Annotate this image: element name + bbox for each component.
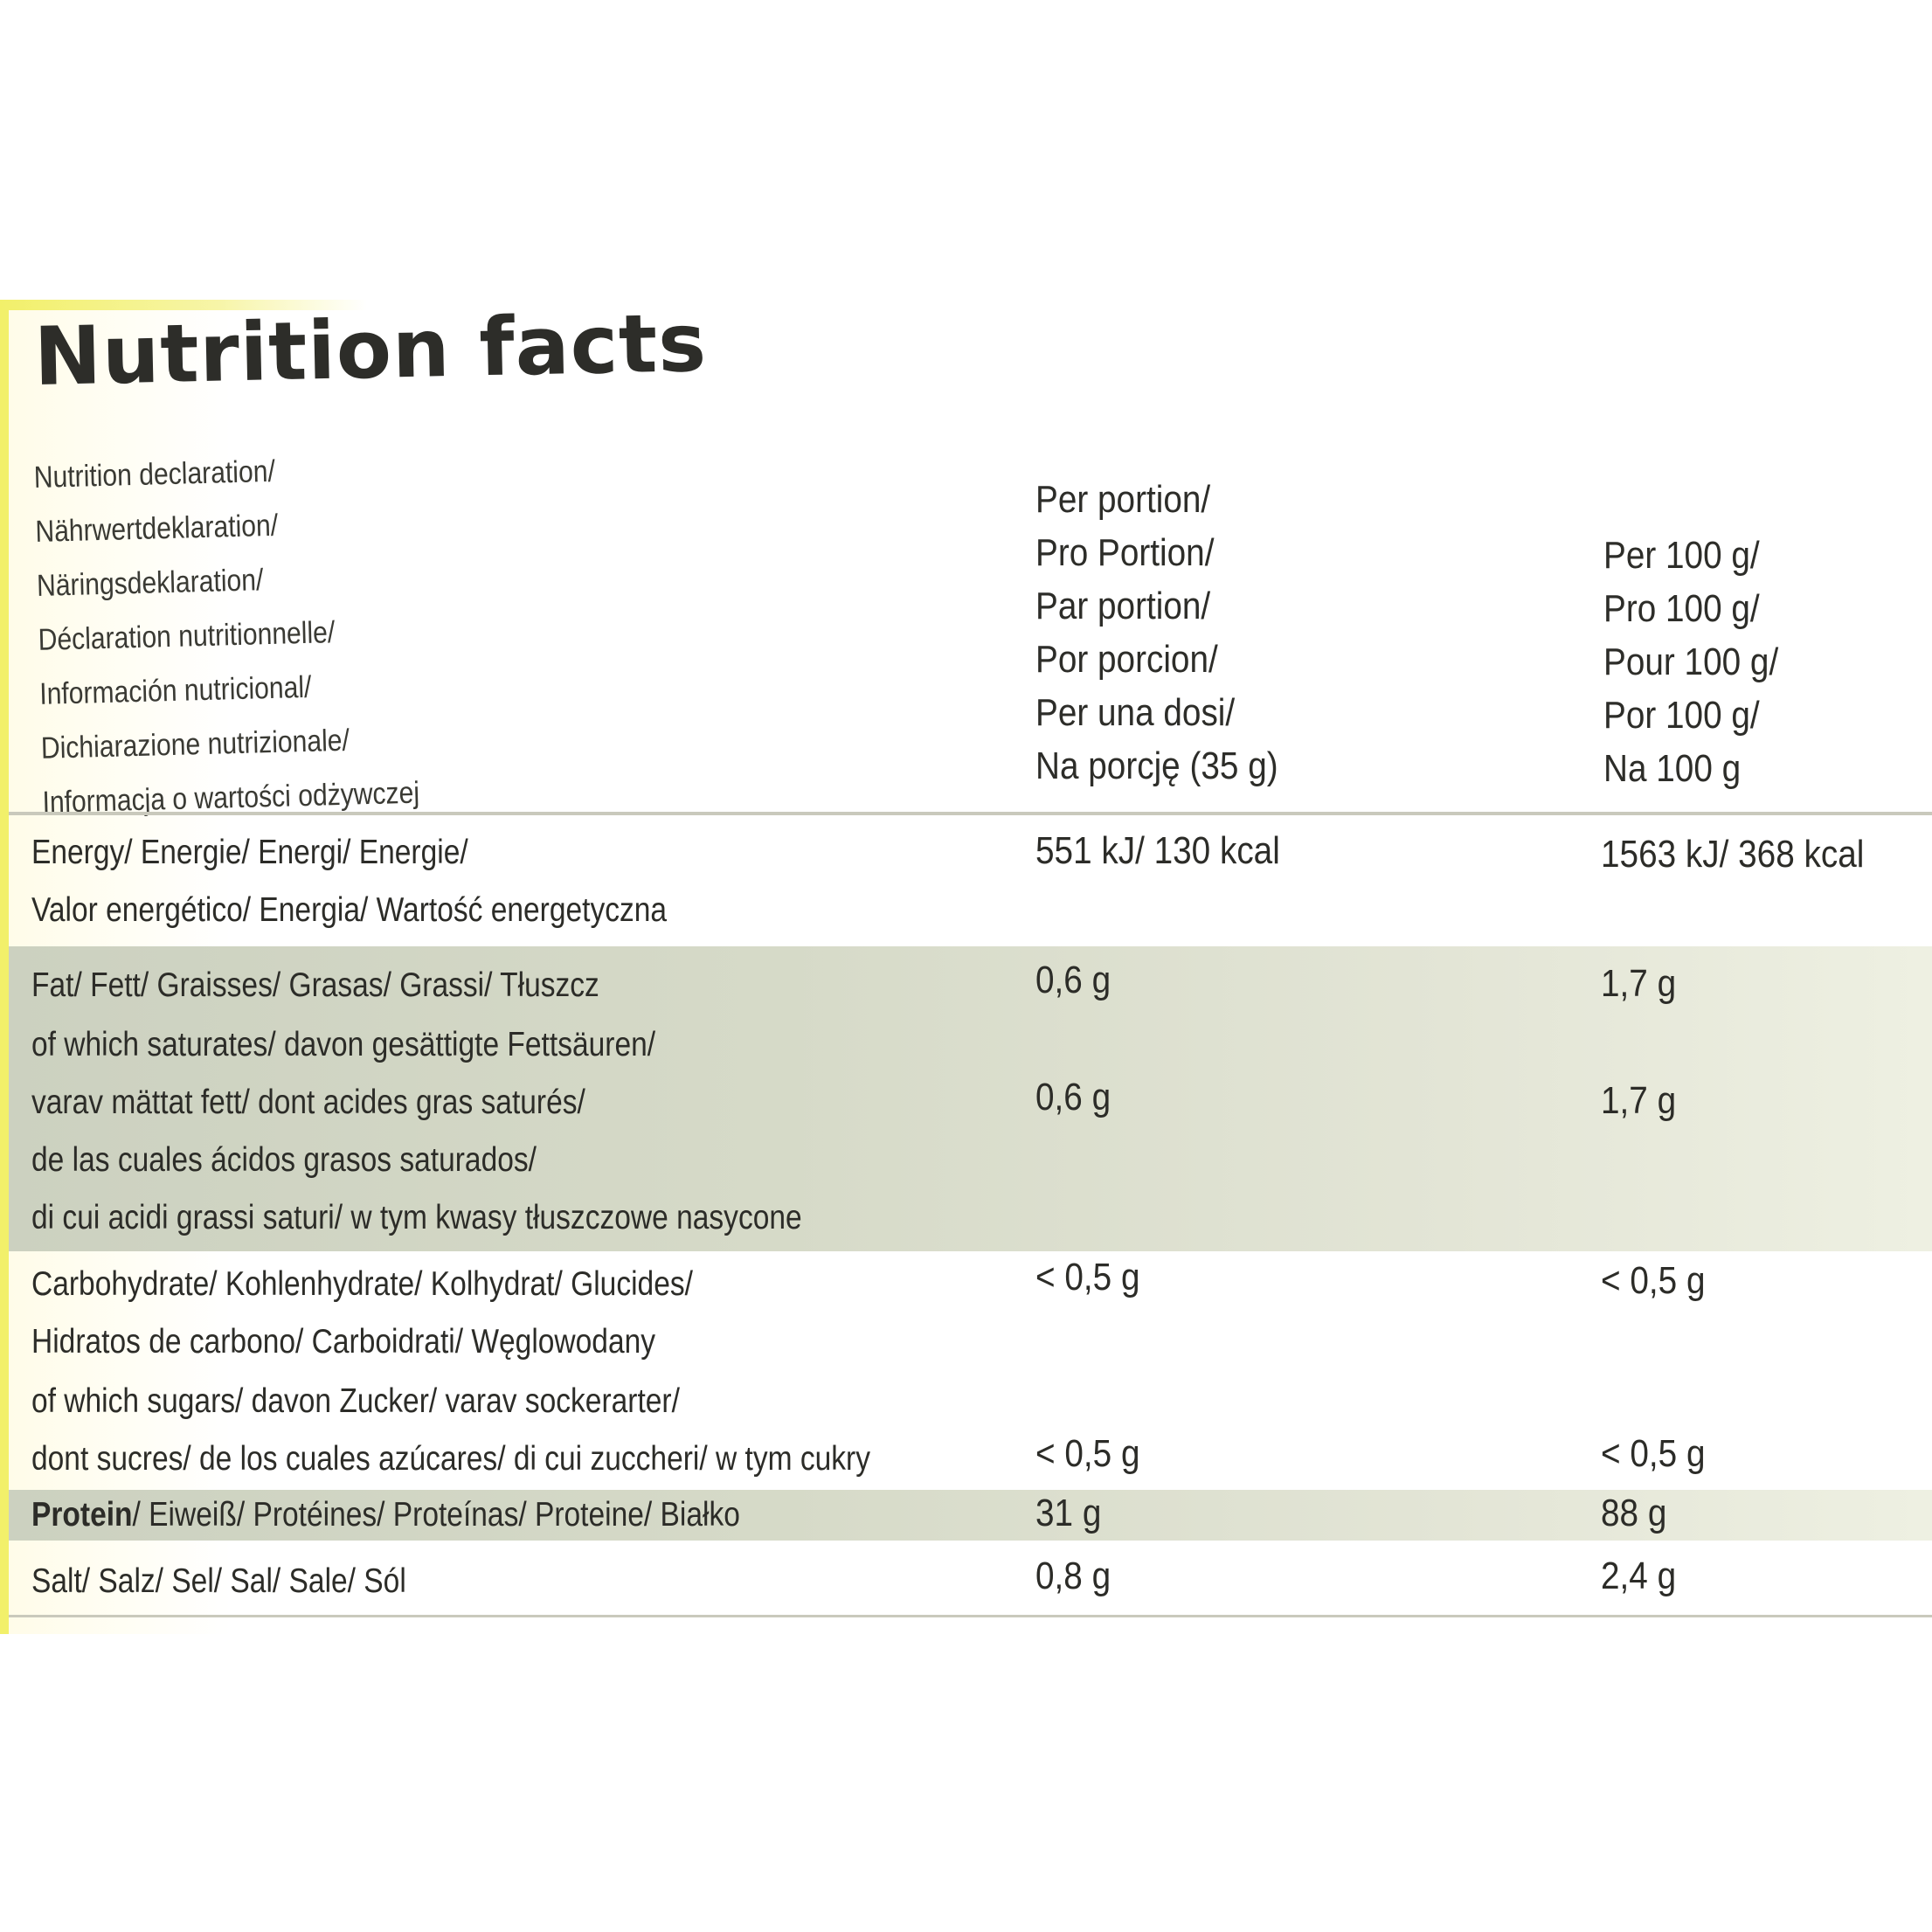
row-label-line: Valor energético/ Energia/ Wartość energ… [31,891,668,929]
row-label: Protein/ Eiweiß/ Protéines/ Proteínas/ P… [31,1486,740,1544]
nutrition-label: Nutrition facts Nutrition declaration/ N… [0,300,1932,1634]
carbohydrate-per-100g: < 0,5 g [1601,1259,1706,1302]
per-100g-line: Pro 100 g/ [1603,587,1760,630]
row-label: of which sugars/ davon Zucker/ varav soc… [31,1373,870,1488]
row-label: Fat/ Fett/ Graisses/ Grasas/ Grassi/ Tłu… [31,966,599,1004]
per-portion-line: Per portion/ [1035,478,1211,521]
row-label-line: Hidratos de carbono/ Carboidrati/ Węglow… [31,1323,656,1361]
row-label-line: di cui acidi grassi saturi/ w tym kwasy … [31,1199,802,1236]
row-label-line: of which saturates/ davon gesättigte Fet… [31,1026,656,1063]
per-portion-header: Per portion/ Pro Portion/ Par portion/ P… [1035,473,1278,793]
per-100g-line: Na 100 g [1603,747,1742,790]
declaration-line: Información nutricional/ [38,669,312,711]
saturates-per-portion: 0,6 g [1035,1076,1111,1118]
protein-shaded-band [9,1490,1932,1541]
per-portion-line: Por porcion/ [1035,638,1218,681]
per-100g-header: Per 100 g/ Pro 100 g/ Pour 100 g/ Por 10… [1603,529,1778,795]
protein-label-bold: Protein [31,1496,133,1534]
row-label: Carbohydrate/ Kohlenhydrate/ Kolhydrat/ … [31,1256,693,1371]
per-100g-line: Por 100 g/ [1603,694,1760,737]
declaration-line: Dichiarazione nutrizionale/ [40,723,350,765]
row-label: Salt/ Salz/ Sel/ Sal/ Sale/ Sól [31,1562,406,1600]
yellow-edge-stripe [0,300,9,1634]
divider [9,812,1932,815]
row-label-line: of which sugars/ davon Zucker/ varav soc… [31,1382,680,1420]
row-label-line: Carbohydrate/ Kohlenhydrate/ Kolhydrat/ … [31,1265,693,1303]
salt-per-portion: 0,8 g [1035,1555,1111,1597]
protein-per-portion: 31 g [1035,1492,1102,1534]
row-label-line: de las cuales ácidos grasos saturados/ [31,1141,537,1179]
per-100g-line: Per 100 g/ [1603,534,1760,577]
row-label-line: Energy/ Energie/ Energi/ Energie/ [31,834,468,871]
page-title: Nutrition facts [32,300,708,404]
carbohydrate-per-portion: < 0,5 g [1035,1256,1140,1298]
salt-per-100g: 2,4 g [1601,1555,1677,1597]
yellow-top-stripe [0,300,367,310]
per-portion-line: Pro Portion/ [1035,531,1215,574]
energy-per-portion: 551 kJ/ 130 kcal [1035,829,1280,872]
declaration-line: Informacja o wartości odżywczej [42,775,420,820]
sugars-per-100g: < 0,5 g [1601,1432,1706,1475]
per-portion-line: Per una dosi/ [1035,691,1236,734]
declaration-line: Nutrition declaration/ [33,454,276,495]
protein-label-rest: / Eiweiß/ Protéines/ Proteínas/ Proteine… [132,1496,740,1534]
fat-per-portion: 0,6 g [1035,959,1111,1001]
fat-shaded-band [9,946,1932,1251]
energy-per-100g: 1563 kJ/ 368 kcal [1601,833,1865,876]
declaration-line: Näringsdeklaration/ [36,563,264,603]
row-label: Energy/ Energie/ Energi/ Energie/ Valor … [31,824,667,939]
sugars-per-portion: < 0,5 g [1035,1432,1140,1475]
declaration-header: Nutrition declaration/ Nährwertdeklarati… [33,441,420,830]
per-portion-line: Na porcję (35 g) [1035,744,1278,787]
row-label: of which saturates/ davon gesättigte Fet… [31,1016,802,1247]
declaration-line: Déclaration nutritionnelle/ [38,615,336,657]
divider [9,1615,1932,1617]
saturates-per-100g: 1,7 g [1601,1079,1677,1122]
per-100g-line: Pour 100 g/ [1603,641,1779,683]
per-portion-line: Par portion/ [1035,585,1211,627]
row-label-line: varav mättat fett/ dont acides gras satu… [31,1084,585,1121]
row-label-line: dont sucres/ de los cuales azúcares/ di … [31,1440,871,1478]
protein-per-100g: 88 g [1601,1492,1667,1534]
fat-per-100g: 1,7 g [1601,962,1677,1005]
declaration-line: Nährwertdeklaration/ [34,508,279,549]
